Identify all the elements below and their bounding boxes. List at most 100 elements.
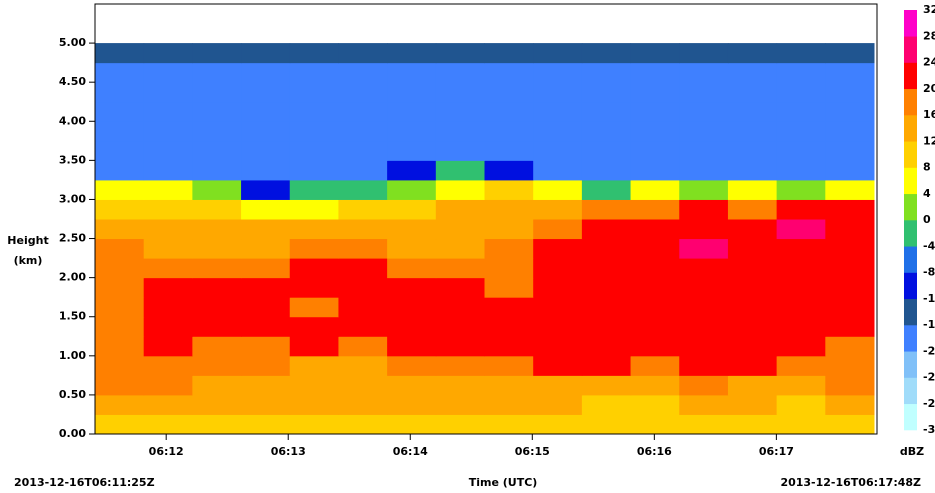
cell <box>338 43 388 64</box>
cell <box>338 140 388 161</box>
cell <box>95 355 145 376</box>
cell <box>727 121 778 142</box>
colorbar-tick-label: 24 <box>923 56 935 69</box>
cell <box>533 258 583 279</box>
cell <box>679 238 729 259</box>
cell <box>533 82 583 103</box>
cell <box>630 160 680 181</box>
cell <box>435 336 485 357</box>
cell <box>435 160 485 181</box>
x-axis-label: Time (UTC) <box>469 476 538 489</box>
start-time: 2013-12-16T06:11:25Z <box>14 476 155 489</box>
cell <box>533 277 583 298</box>
cell <box>192 297 242 318</box>
plot-frame <box>94 3 878 435</box>
cell <box>533 179 583 200</box>
cell <box>338 199 388 220</box>
cell <box>679 414 729 435</box>
cell <box>581 160 632 181</box>
cell <box>192 277 242 298</box>
cell <box>435 199 485 220</box>
colorbar-tick-label: -24 <box>923 371 935 384</box>
cell <box>192 219 242 240</box>
colorbar-tick-label: 20 <box>923 82 935 95</box>
cell <box>825 375 875 396</box>
cell <box>387 316 437 337</box>
cell <box>143 199 193 220</box>
cell <box>289 160 339 181</box>
cell <box>241 277 291 298</box>
y-tick-label: 4.00 <box>59 114 86 127</box>
cell <box>192 62 242 83</box>
cell <box>192 199 242 220</box>
colorbar-bin <box>904 115 917 142</box>
colorbar-bin <box>904 141 917 168</box>
cell <box>679 199 729 220</box>
cell <box>143 121 193 142</box>
cell <box>776 375 826 396</box>
cell <box>484 297 534 318</box>
cell <box>533 43 583 64</box>
colorbar-tick-label: -12 <box>923 292 935 305</box>
cell <box>435 414 485 435</box>
x-tick-label: 06:12 <box>149 445 184 458</box>
cell <box>289 375 339 396</box>
cell <box>533 160 583 181</box>
cell <box>679 258 729 279</box>
cell <box>95 101 145 122</box>
cell <box>776 82 826 103</box>
colorbar-bin <box>904 298 917 326</box>
cell <box>776 258 826 279</box>
cell <box>435 179 485 200</box>
cell <box>338 375 388 396</box>
cell <box>241 414 291 435</box>
cell <box>387 101 437 122</box>
cell <box>387 82 437 103</box>
cell <box>338 297 388 318</box>
cell <box>143 277 193 298</box>
cell <box>679 355 729 376</box>
colorbar-bin <box>904 351 917 378</box>
cell <box>387 199 437 220</box>
cell <box>630 62 680 83</box>
colorbar-tick-label: 0 <box>923 213 931 226</box>
cell <box>143 238 193 259</box>
cell <box>387 43 437 64</box>
cell <box>630 336 680 357</box>
cell <box>143 179 193 200</box>
cell <box>776 43 826 64</box>
cell <box>241 43 291 64</box>
x-tick-label: 06:17 <box>759 445 794 458</box>
cell <box>95 62 145 83</box>
cell <box>289 199 339 220</box>
cell <box>581 121 632 142</box>
cell <box>825 101 875 122</box>
cell <box>484 43 534 64</box>
cell <box>630 297 680 318</box>
cell <box>679 140 729 161</box>
cell <box>143 101 193 122</box>
cell <box>630 316 680 337</box>
cell <box>825 62 875 83</box>
cell <box>387 179 437 200</box>
cell <box>192 258 242 279</box>
y-tick-label: 3.00 <box>59 192 86 205</box>
cell <box>630 140 680 161</box>
cell <box>95 140 145 161</box>
cell <box>95 375 145 396</box>
cell <box>338 394 388 415</box>
cell <box>338 82 388 103</box>
cell <box>387 219 437 240</box>
cell <box>727 238 778 259</box>
cell <box>289 297 339 318</box>
cell <box>825 238 875 259</box>
cell <box>825 179 875 200</box>
y-axis-label: Height <box>7 234 48 247</box>
cell <box>825 297 875 318</box>
cell <box>289 43 339 64</box>
cell <box>95 258 145 279</box>
cell <box>533 394 583 415</box>
cell <box>435 355 485 376</box>
colorbar-bin <box>904 62 917 90</box>
cell <box>533 62 583 83</box>
